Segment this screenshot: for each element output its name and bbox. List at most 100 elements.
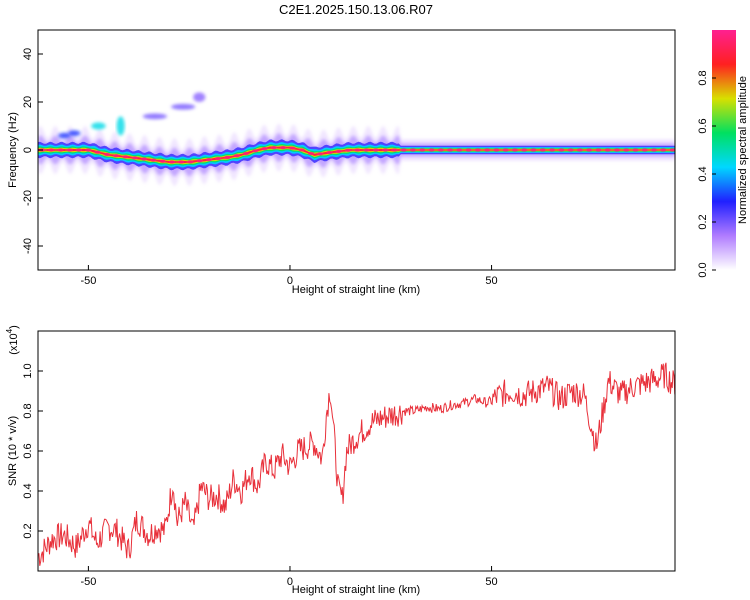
spectrogram-blob (142, 113, 168, 120)
spectrogram-peak (419, 148, 426, 152)
spectrogram-peak (196, 159, 203, 163)
colorbar-tick-label: 0.2 (697, 214, 709, 229)
spectrogram-peak (131, 156, 138, 160)
spectrogram-peak (48, 148, 55, 152)
colorbar-gradient (712, 30, 736, 270)
spectrogram-peak (539, 148, 546, 152)
spectrogram-peak (307, 151, 315, 156)
snr-scale-prefix: (x10 (8, 333, 20, 354)
spectrogram-xlabel: Height of straight line (km) (292, 284, 420, 296)
spectrogram-blob (68, 130, 81, 137)
spectrogram-peak (558, 148, 565, 152)
spectrogram-peak (57, 148, 64, 152)
spectrogram-xtick-label: 50 (485, 275, 497, 287)
spectrogram-peak (530, 148, 537, 152)
figure-title: C2E1.2025.150.13.06.R07 (279, 2, 433, 17)
snr-scale-exp: 4 (5, 328, 14, 333)
spectrogram-heat (38, 92, 675, 187)
spectrogram-xtick-label: -50 (80, 275, 96, 287)
spectrogram-peak (168, 160, 176, 164)
spectrogram-peak (66, 148, 74, 152)
spectrogram-peak (493, 148, 500, 152)
spectrogram-xtick-label: 0 (287, 275, 293, 287)
spectrogram-peak (252, 149, 259, 153)
spectrogram-peak (502, 148, 509, 152)
spectrogram-peak (233, 154, 240, 158)
spectrogram-peak (650, 148, 658, 152)
spectrogram-panel: -50 0 50 -40 -20 0 20 40 Height of straight lin… (7, 29, 676, 296)
spectrogram-peak (94, 150, 101, 154)
spectrogram-peak (465, 148, 472, 152)
snr-ytick-label: 0.4 (22, 483, 34, 498)
spectrogram-peak (242, 151, 250, 156)
spectrogram-peak (456, 148, 463, 152)
spectrogram-peak (660, 148, 667, 152)
snr-ticks: -50 0 50 0.2 0.4 0.6 0.8 1.0 (22, 363, 498, 588)
spectrogram-peak (363, 148, 370, 152)
spectrogram-peak (85, 148, 92, 152)
spectrogram-peak (289, 146, 296, 150)
spectrogram-peak (335, 149, 342, 153)
spectrogram-blob (171, 103, 196, 110)
spectrogram-ytick-label: 0 (22, 147, 34, 153)
colorbar-tick-label: 0.8 (697, 70, 709, 85)
spectrogram-peak (344, 148, 352, 152)
colorbar: 0.0 0.2 0.4 0.6 0.8 Normalized spectral ampl… (697, 30, 749, 278)
spectrogram-peak (354, 148, 361, 152)
spectrogram-blob (91, 122, 106, 130)
spectrogram-peak (613, 148, 621, 152)
colorbar-tick-label: 0.6 (697, 118, 709, 133)
snr-xtick-label: -50 (80, 576, 96, 588)
spectrogram-peak (511, 148, 519, 152)
snr-ytick-label: 0.2 (22, 523, 34, 538)
spectrogram-peak (604, 148, 611, 152)
spectrogram-ytick-label: -40 (22, 238, 34, 254)
snr-scale-close: ) (8, 325, 20, 329)
spectrogram-peak (372, 148, 380, 152)
spectrogram-peak (400, 148, 407, 152)
spectrogram-peak (521, 148, 528, 152)
spectrogram-peak (122, 155, 129, 159)
spectrogram-peak (75, 148, 83, 152)
spectrogram-peak (446, 148, 454, 152)
snr-scale-label: (x104) (5, 325, 20, 355)
spectrogram-peak (548, 148, 556, 152)
spectrogram-peak (150, 158, 157, 162)
spectrogram-peak (326, 150, 333, 155)
spectrogram-ytick-label: -20 (22, 190, 34, 206)
spectrogram-peak (298, 148, 305, 152)
spectrogram-peak (474, 148, 482, 152)
spectrogram-blob (193, 92, 206, 102)
spectrogram-peak (641, 148, 648, 152)
spectrogram-peak (317, 152, 324, 156)
spectrogram-peak (585, 148, 593, 152)
spectrogram-peak (261, 147, 268, 151)
snr-ytick-label: 0.8 (22, 403, 34, 418)
spectrogram-blob (58, 132, 71, 139)
spectrogram-peak (428, 148, 435, 152)
spectrogram-peak (437, 148, 444, 152)
spectrogram-peak (205, 158, 213, 162)
spectrogram-peak (576, 148, 584, 152)
snr-ylabel: SNR (10 * v/v) (7, 416, 19, 486)
spectrogram-peak (595, 148, 602, 152)
spectrogram-peak (159, 159, 166, 163)
spectrogram-peak (187, 160, 194, 164)
spectrogram-peak (483, 148, 491, 152)
spectrogram-peak (103, 152, 111, 157)
svg-text:(x104): (x104) (5, 325, 20, 355)
spectrogram-ylabel: Frequency (Hz) (7, 112, 19, 188)
spectrogram-peak (270, 146, 278, 150)
spectrogram-blob (116, 116, 125, 136)
spectrogram-peak (215, 156, 222, 161)
colorbar-tick-label: 0.4 (697, 166, 709, 181)
snr-ytick-label: 1.0 (22, 363, 34, 378)
colorbar-tick-label: 0.0 (697, 262, 709, 277)
spectrogram-peak (669, 148, 675, 152)
spectrogram-peak (567, 148, 574, 152)
snr-xtick-label: 0 (287, 576, 293, 588)
colorbar-ticks: 0.0 0.2 0.4 0.6 0.8 (697, 70, 716, 278)
spectrogram-peak (140, 157, 148, 161)
spectrogram-peak (632, 148, 639, 152)
